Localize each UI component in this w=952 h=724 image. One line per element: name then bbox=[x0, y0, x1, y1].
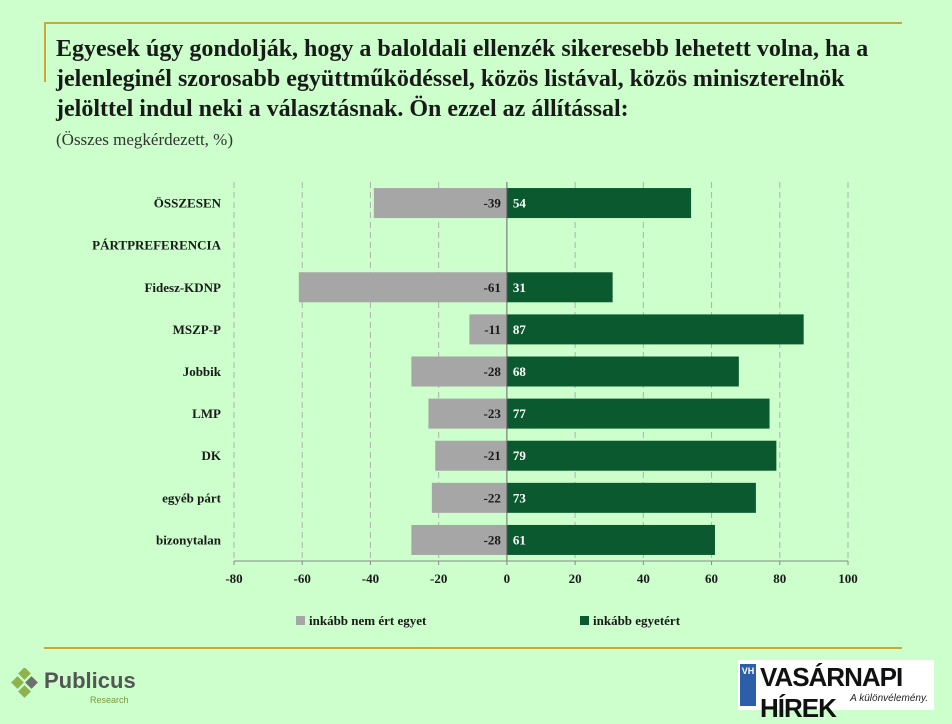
category-label: egyéb párt bbox=[162, 490, 222, 505]
agree-bar bbox=[506, 356, 739, 387]
chart-title: Egyesek úgy gondolják, hogy a baloldali … bbox=[56, 36, 869, 122]
category-label: Jobbik bbox=[183, 364, 222, 379]
agree-bar bbox=[506, 482, 756, 513]
publicus-mark-icon bbox=[11, 668, 38, 698]
left-accent-line bbox=[44, 22, 46, 82]
x-tick-label: -80 bbox=[225, 571, 242, 586]
legend-label: inkább nem ért egyet bbox=[309, 613, 427, 628]
x-tick-label: -40 bbox=[362, 571, 379, 586]
agree-bar bbox=[506, 314, 804, 345]
vasarnapi-hirek-tagline: A különvélemény. bbox=[850, 693, 928, 704]
x-tick-label: -20 bbox=[430, 571, 447, 586]
data-label: -23 bbox=[484, 406, 502, 421]
diverging-bar-chart: ÖSSZESEN -39 54 PÁRTPREFERENCIA Fidesz-KDNP -… bbox=[92, 182, 858, 628]
data-label: -61 bbox=[484, 280, 501, 295]
vasarnapi-hirek-name: VASÁRNAPI HÍREK bbox=[760, 662, 903, 723]
disagree-bar bbox=[435, 440, 507, 471]
x-tick-label: 60 bbox=[705, 571, 718, 586]
disagree-bar bbox=[373, 188, 507, 219]
data-label: -39 bbox=[484, 196, 502, 211]
disagree-bar bbox=[411, 356, 507, 387]
vh-badge: VH bbox=[740, 664, 756, 706]
data-label: -28 bbox=[484, 364, 502, 379]
category-label: LMP bbox=[192, 406, 221, 421]
data-label: 87 bbox=[513, 322, 527, 337]
legend-label: inkább egyetért bbox=[593, 613, 681, 628]
category-label: MSZP-P bbox=[173, 322, 221, 337]
x-tick-label: 80 bbox=[773, 571, 786, 586]
agree-bar bbox=[506, 440, 777, 471]
category-label: DK bbox=[202, 448, 222, 463]
data-label: 79 bbox=[513, 448, 527, 463]
x-tick-label: 20 bbox=[569, 571, 582, 586]
category-label: PÁRTPREFERENCIA bbox=[92, 238, 221, 253]
disagree-bar bbox=[469, 314, 507, 345]
data-label: -21 bbox=[484, 448, 501, 463]
data-label: -28 bbox=[484, 532, 502, 547]
x-tick-label: 0 bbox=[504, 571, 511, 586]
agree-bar bbox=[506, 272, 613, 303]
publicus-logo-name: Publicus bbox=[44, 668, 136, 693]
publicus-logo-sub: Research bbox=[90, 695, 129, 705]
agree-bar bbox=[506, 524, 715, 555]
data-label: 54 bbox=[513, 196, 527, 211]
data-label: 77 bbox=[513, 406, 527, 421]
x-tick-label: -60 bbox=[294, 571, 311, 586]
data-label: 73 bbox=[513, 490, 527, 505]
disagree-bar bbox=[431, 482, 507, 513]
legend-swatch bbox=[296, 616, 305, 625]
agree-bar bbox=[506, 188, 692, 219]
legend-swatch bbox=[580, 616, 589, 625]
data-label: -22 bbox=[484, 490, 501, 505]
bottom-accent-line bbox=[44, 647, 902, 649]
chart-subtitle: (Összes megkérdezett, %) bbox=[56, 130, 234, 149]
disagree-bar bbox=[411, 524, 507, 555]
data-label: 61 bbox=[513, 532, 526, 547]
data-label: 68 bbox=[513, 364, 527, 379]
disagree-bar bbox=[298, 272, 507, 303]
data-label: 31 bbox=[513, 280, 526, 295]
top-accent-line bbox=[44, 22, 902, 24]
vasarnapi-hirek-logo: VH VASÁRNAPI HÍREK A különvélemény. bbox=[738, 660, 934, 723]
category-label: bizonytalan bbox=[156, 532, 222, 547]
disagree-bar bbox=[428, 398, 507, 429]
agree-bar bbox=[506, 398, 770, 429]
data-label: -11 bbox=[484, 322, 501, 337]
publicus-logo: Publicus Research bbox=[10, 664, 140, 708]
x-tick-label: 100 bbox=[838, 571, 858, 586]
category-label: ÖSSZESEN bbox=[154, 196, 222, 211]
x-tick-label: 40 bbox=[637, 571, 650, 586]
category-label: Fidesz-KDNP bbox=[144, 280, 221, 295]
